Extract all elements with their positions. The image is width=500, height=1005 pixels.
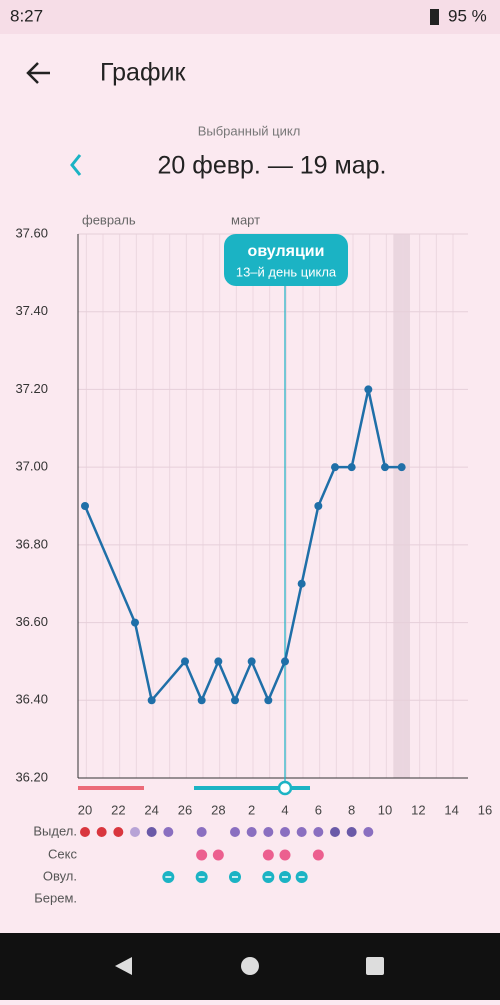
discharge-icon: [246, 827, 257, 837]
temperature-point: [247, 657, 256, 666]
ovulation-badge: [224, 234, 348, 286]
badge-title: овуляции: [248, 243, 325, 260]
title: График: [100, 59, 186, 87]
nav-home[interactable]: [241, 957, 259, 975]
discharge-icon: [113, 827, 124, 837]
temperature-point: [214, 657, 223, 666]
x-tick-label: 26: [178, 802, 192, 817]
temperature-point: [181, 657, 189, 666]
discharge-icon: [296, 827, 307, 837]
discharge-icon: [80, 827, 90, 837]
temperature-point: [264, 696, 273, 705]
prev-cycle[interactable]: [70, 154, 82, 176]
temperature-point: [147, 696, 156, 705]
discharge-icon: [346, 827, 357, 837]
temperature-point: [331, 463, 339, 472]
x-tick-label: 22: [111, 802, 125, 817]
discharge-icon: [130, 827, 140, 837]
discharge-icon: [163, 827, 174, 837]
y-tick-label: 36.20: [15, 769, 48, 784]
chart: 36.20 36.40 36.60 36.80 37.00 37.20 37.40 37.60…: [15, 212, 492, 905]
sex-icon: [212, 849, 224, 861]
temperature-point: [347, 463, 356, 472]
temperature-point: [231, 696, 239, 705]
y-tick-label: 37.20: [15, 381, 48, 396]
y-tick-label: 37.60: [15, 225, 48, 240]
discharge-icon: [230, 827, 240, 837]
sex-icon: [312, 849, 324, 861]
sex-icon: [279, 849, 291, 861]
battery-icon: [430, 9, 439, 25]
temperature-point: [81, 502, 89, 510]
temperature-point: [397, 463, 406, 472]
x-tick-label: 8: [348, 802, 355, 817]
x-tick-label: 16: [478, 802, 492, 817]
row-label: Выдел.: [33, 823, 77, 838]
nav-recent[interactable]: [366, 957, 384, 975]
x-tick-label: 24: [144, 802, 158, 817]
status-bar: [0, 0, 500, 34]
discharge-icon: [146, 827, 157, 837]
sex-icon: [262, 849, 274, 861]
discharge-icon: [96, 827, 107, 837]
month-label: февраль: [82, 212, 136, 227]
x-tick-label: 10: [378, 802, 392, 817]
discharge-icon: [330, 827, 340, 837]
fertile-bar: [194, 786, 310, 790]
cycle-range: 20 февр. — 19 мар.: [158, 152, 387, 180]
cycle-slider: [277, 780, 293, 796]
x-tick-label: 28: [211, 802, 225, 817]
row-label: Секс: [48, 846, 77, 861]
nav-back[interactable]: [115, 957, 132, 975]
x-tick-label: 12: [411, 802, 425, 817]
time: 8:27: [10, 6, 43, 25]
x-tick-label: 14: [444, 802, 458, 817]
temperature-point: [281, 657, 289, 666]
y-tick-label: 36.60: [15, 614, 48, 629]
today-column: [393, 234, 410, 778]
badge-subtitle: 13–й день цикла: [236, 264, 337, 279]
back-button[interactable]: [26, 62, 50, 84]
row-label: Берем.: [34, 890, 77, 905]
discharge-icon: [196, 827, 207, 837]
period-bar: [78, 786, 144, 790]
caption: Выбранный цикл: [198, 123, 301, 138]
discharge-icon: [363, 827, 374, 837]
x-tick-label: 20: [78, 802, 92, 817]
temperature-point: [364, 385, 373, 394]
month-label: март: [231, 212, 260, 227]
discharge-icon: [313, 827, 324, 837]
x-tick-label: 2: [248, 802, 255, 817]
discharge-icon: [263, 827, 274, 837]
temperature-point: [297, 579, 306, 588]
x-tick-label: 4: [281, 802, 288, 817]
y-tick-label: 36.80: [15, 536, 48, 551]
battery: 95 %: [448, 6, 487, 25]
y-tick-label: 37.40: [15, 303, 48, 318]
discharge-icon: [280, 827, 290, 837]
x-tick-label: 6: [315, 802, 322, 817]
sex-icon: [196, 849, 208, 861]
row-label: Овул.: [43, 868, 77, 883]
temperature-point: [197, 696, 206, 705]
temperature-point: [131, 618, 139, 627]
y-tick-label: 37.00: [15, 459, 48, 474]
y-tick-label: 36.40: [15, 692, 48, 707]
temperature-point: [314, 502, 323, 510]
temperature-point: [381, 463, 389, 472]
